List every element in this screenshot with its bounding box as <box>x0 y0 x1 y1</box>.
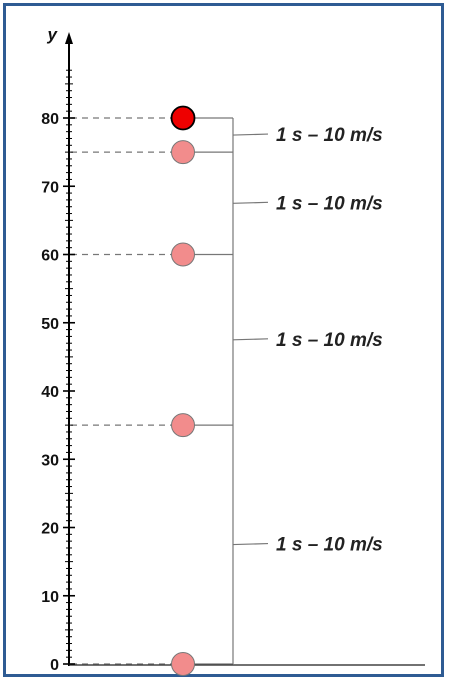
interval-leader-line <box>232 542 269 546</box>
dashed-guide-lines <box>71 117 172 665</box>
y-axis-label: y <box>47 25 59 44</box>
tick-label: 10 <box>41 589 59 606</box>
y-axis: y 0 10 20 30 40 50 60 70 80 <box>41 25 425 674</box>
y-axis-arrowhead <box>65 32 73 44</box>
interval-leader-line <box>232 133 269 136</box>
tick-label: 40 <box>41 384 59 401</box>
ball-current <box>170 105 196 131</box>
interval-leader-line <box>232 201 269 204</box>
tick-label: 80 <box>41 111 59 128</box>
interval-leader-line <box>232 338 269 341</box>
ball-position <box>171 413 195 438</box>
tick-label: 70 <box>41 179 59 196</box>
interval-label: 1 s – 10 m/s <box>276 535 383 556</box>
tick-label: 0 <box>50 657 59 674</box>
interval-label: 1 s – 10 m/s <box>276 193 383 214</box>
tick-label: 20 <box>41 521 59 538</box>
tick-label: 30 <box>41 452 59 469</box>
ball-positions <box>170 105 196 676</box>
ball-position <box>171 652 195 676</box>
ball-position <box>171 242 195 267</box>
tick-label: 60 <box>41 248 59 265</box>
ball-position <box>171 140 195 165</box>
interval-brackets <box>194 117 234 665</box>
interval-labels: 1 s – 10 m/s 1 s – 10 m/s 1 s – 10 m/s 1 s … <box>232 125 383 556</box>
interval-label: 1 s – 10 m/s <box>276 125 383 146</box>
interval-label: 1 s – 10 m/s <box>276 330 383 351</box>
tick-label: 50 <box>41 316 59 333</box>
diagram-frame <box>3 3 444 677</box>
